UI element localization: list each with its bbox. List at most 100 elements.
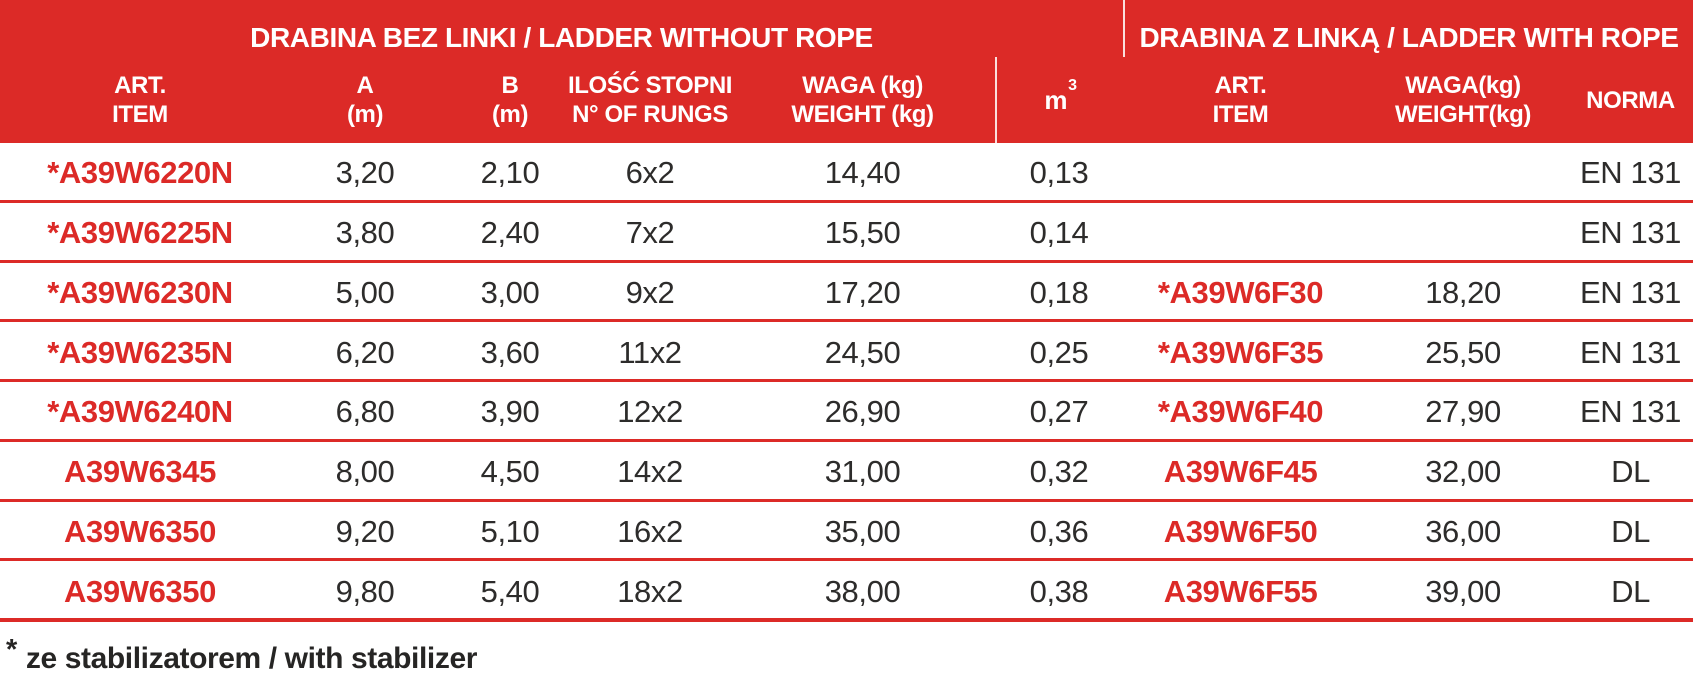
cell-item-code-rope: A39W6F55 xyxy=(1163,573,1318,609)
cell-rungs: 11x2 xyxy=(618,334,682,370)
cell-m3: 0,32 xyxy=(1029,454,1089,490)
cell-a-m: 3,20 xyxy=(335,155,395,191)
col-header-line: m3 xyxy=(1044,76,1077,115)
cell-a-m: 6,80 xyxy=(335,394,395,430)
footnote-asterisk: * xyxy=(6,634,17,666)
cell-norma: EN 131 xyxy=(1580,334,1681,370)
cell-item-code: *A39W6240N xyxy=(47,394,233,430)
col-header-line: N° OF RUNGS xyxy=(572,101,728,128)
table-row: *A39W6225N 3,80 2,40 7x2 15,50 0,14 EN 1… xyxy=(0,203,1693,263)
cell-m3: 0,36 xyxy=(1029,513,1089,549)
cell-rungs: 18x2 xyxy=(617,573,683,609)
cell-norma: EN 131 xyxy=(1580,215,1681,251)
cell-b-m: 5,40 xyxy=(480,573,540,609)
col-header-art-item-rope: ART. ITEM xyxy=(1123,57,1358,143)
cell-norma: EN 131 xyxy=(1580,274,1681,310)
m3-superscript: 3 xyxy=(1068,76,1077,94)
group-header-without-rope: DRABINA BEZ LINKI / LADDER WITHOUT ROPE xyxy=(250,22,873,53)
cell-item-code: *A39W6220N xyxy=(47,155,233,191)
cell-norma: DL xyxy=(1611,454,1650,490)
cell-norma: EN 131 xyxy=(1580,155,1681,191)
cell-weight-rope xyxy=(1358,170,1568,173)
cell-item-code: *A39W6235N xyxy=(47,334,233,370)
cell-m3: 0,18 xyxy=(1029,274,1089,310)
col-header-b-m: B (m) xyxy=(450,57,570,143)
cell-b-m: 2,40 xyxy=(480,215,540,251)
col-header-weight-rope: WAGA(kg) WEIGHT(kg) xyxy=(1358,57,1568,143)
cell-a-m: 9,20 xyxy=(335,513,395,549)
cell-m3: 0,25 xyxy=(1029,334,1089,370)
cell-rungs: 12x2 xyxy=(617,394,683,430)
cell-a-m: 3,80 xyxy=(335,215,395,251)
cell-item-code: *A39W6225N xyxy=(47,215,233,251)
cell-weight: 35,00 xyxy=(824,513,901,549)
col-header-line: WEIGHT(kg) xyxy=(1395,101,1531,128)
cell-weight: 31,00 xyxy=(824,454,901,490)
col-header-norma: NORMA xyxy=(1568,57,1693,143)
col-header-line: NORMA xyxy=(1586,86,1675,114)
cell-item-code-rope: A39W6F45 xyxy=(1163,454,1318,490)
footnote-text: ze stabilizatorem / with stabilizer xyxy=(25,642,478,675)
col-header-rungs: ILOŚĆ STOPNI N° OF RUNGS xyxy=(567,57,733,143)
group-header-with-rope: DRABINA Z LINKĄ / LADDER WITH ROPE xyxy=(1123,0,1693,57)
col-header-line: ILOŚĆ STOPNI xyxy=(567,72,733,99)
cell-weight-rope: 39,00 xyxy=(1425,573,1501,609)
cell-m3: 0,14 xyxy=(1029,215,1089,251)
cell-rungs: 6x2 xyxy=(625,155,675,191)
cell-rungs: 9x2 xyxy=(625,274,675,310)
cell-weight-rope: 25,50 xyxy=(1425,334,1501,370)
column-header-row: ART. ITEM A (m) B (m) ILOŚĆ STOPNI N° OF… xyxy=(0,57,1693,143)
col-header-a-m: A (m) xyxy=(280,57,450,143)
cell-norma: DL xyxy=(1611,573,1650,609)
col-header-line: ITEM xyxy=(112,101,168,128)
cell-item-code-rope: *A39W6F30 xyxy=(1157,274,1324,310)
ladder-spec-table: DRABINA BEZ LINKI / LADDER WITHOUT ROPE … xyxy=(0,0,1693,622)
cell-weight: 26,90 xyxy=(824,394,901,430)
cell-weight-rope xyxy=(1358,230,1568,233)
cell-weight: 38,00 xyxy=(824,573,901,609)
cell-weight: 17,20 xyxy=(824,274,901,310)
footnote: * ze stabilizatorem / with stabilizer xyxy=(0,636,1693,674)
cell-a-m: 5,00 xyxy=(335,274,395,310)
cell-item-code: *A39W6230N xyxy=(47,274,233,310)
cell-a-m: 6,20 xyxy=(335,334,395,370)
cell-weight: 15,50 xyxy=(824,215,901,251)
cell-m3: 0,27 xyxy=(1029,394,1089,430)
cell-weight: 24,50 xyxy=(824,334,901,370)
cell-b-m: 3,90 xyxy=(480,394,540,430)
cell-b-m: 5,10 xyxy=(480,513,540,549)
col-header-weight: WAGA (kg) WEIGHT (kg) xyxy=(730,57,995,143)
cell-rungs: 14x2 xyxy=(617,454,683,490)
cell-b-m: 4,50 xyxy=(480,454,540,490)
cell-weight-rope: 27,90 xyxy=(1425,394,1501,430)
col-header-line: WEIGHT (kg) xyxy=(791,101,934,128)
cell-item-code-rope: *A39W6F35 xyxy=(1157,334,1324,370)
cell-rungs: 7x2 xyxy=(625,215,675,251)
cell-b-m: 3,60 xyxy=(480,334,540,370)
cell-a-m: 9,80 xyxy=(335,573,395,609)
cell-b-m: 3,00 xyxy=(480,274,540,310)
table-row: *A39W6230N 5,00 3,00 9x2 17,20 0,18 *A39… xyxy=(0,263,1693,323)
table-row: A39W6350 9,80 5,40 18x2 38,00 0,38 A39W6… xyxy=(0,561,1693,618)
group-header-row: DRABINA BEZ LINKI / LADDER WITHOUT ROPE … xyxy=(0,0,1693,57)
col-header-line: ITEM xyxy=(1212,101,1269,128)
cell-weight-rope: 18,20 xyxy=(1425,274,1501,310)
col-header-line: WAGA (kg) xyxy=(802,72,923,99)
cell-weight-rope: 36,00 xyxy=(1425,513,1501,549)
table-row: A39W6350 9,20 5,10 16x2 35,00 0,36 A39W6… xyxy=(0,502,1693,562)
cell-a-m: 8,00 xyxy=(335,454,395,490)
cell-item-code-rope: *A39W6F40 xyxy=(1157,394,1324,430)
cell-norma: EN 131 xyxy=(1580,394,1681,430)
table-header: DRABINA BEZ LINKI / LADDER WITHOUT ROPE … xyxy=(0,0,1693,143)
table-row: A39W6345 8,00 4,50 14x2 31,00 0,32 A39W6… xyxy=(0,442,1693,502)
cell-item-code-rope xyxy=(1123,170,1358,173)
col-header-line: ART. xyxy=(114,72,166,99)
col-header-line: (m) xyxy=(491,101,529,128)
cell-weight: 14,40 xyxy=(824,155,901,191)
cell-norma: DL xyxy=(1611,513,1650,549)
cell-m3: 0,38 xyxy=(1029,573,1089,609)
col-header-m3: m3 xyxy=(995,57,1123,143)
col-header-line: A xyxy=(356,72,374,99)
cell-rungs: 16x2 xyxy=(617,513,683,549)
col-header-line: ART. xyxy=(1214,72,1267,99)
